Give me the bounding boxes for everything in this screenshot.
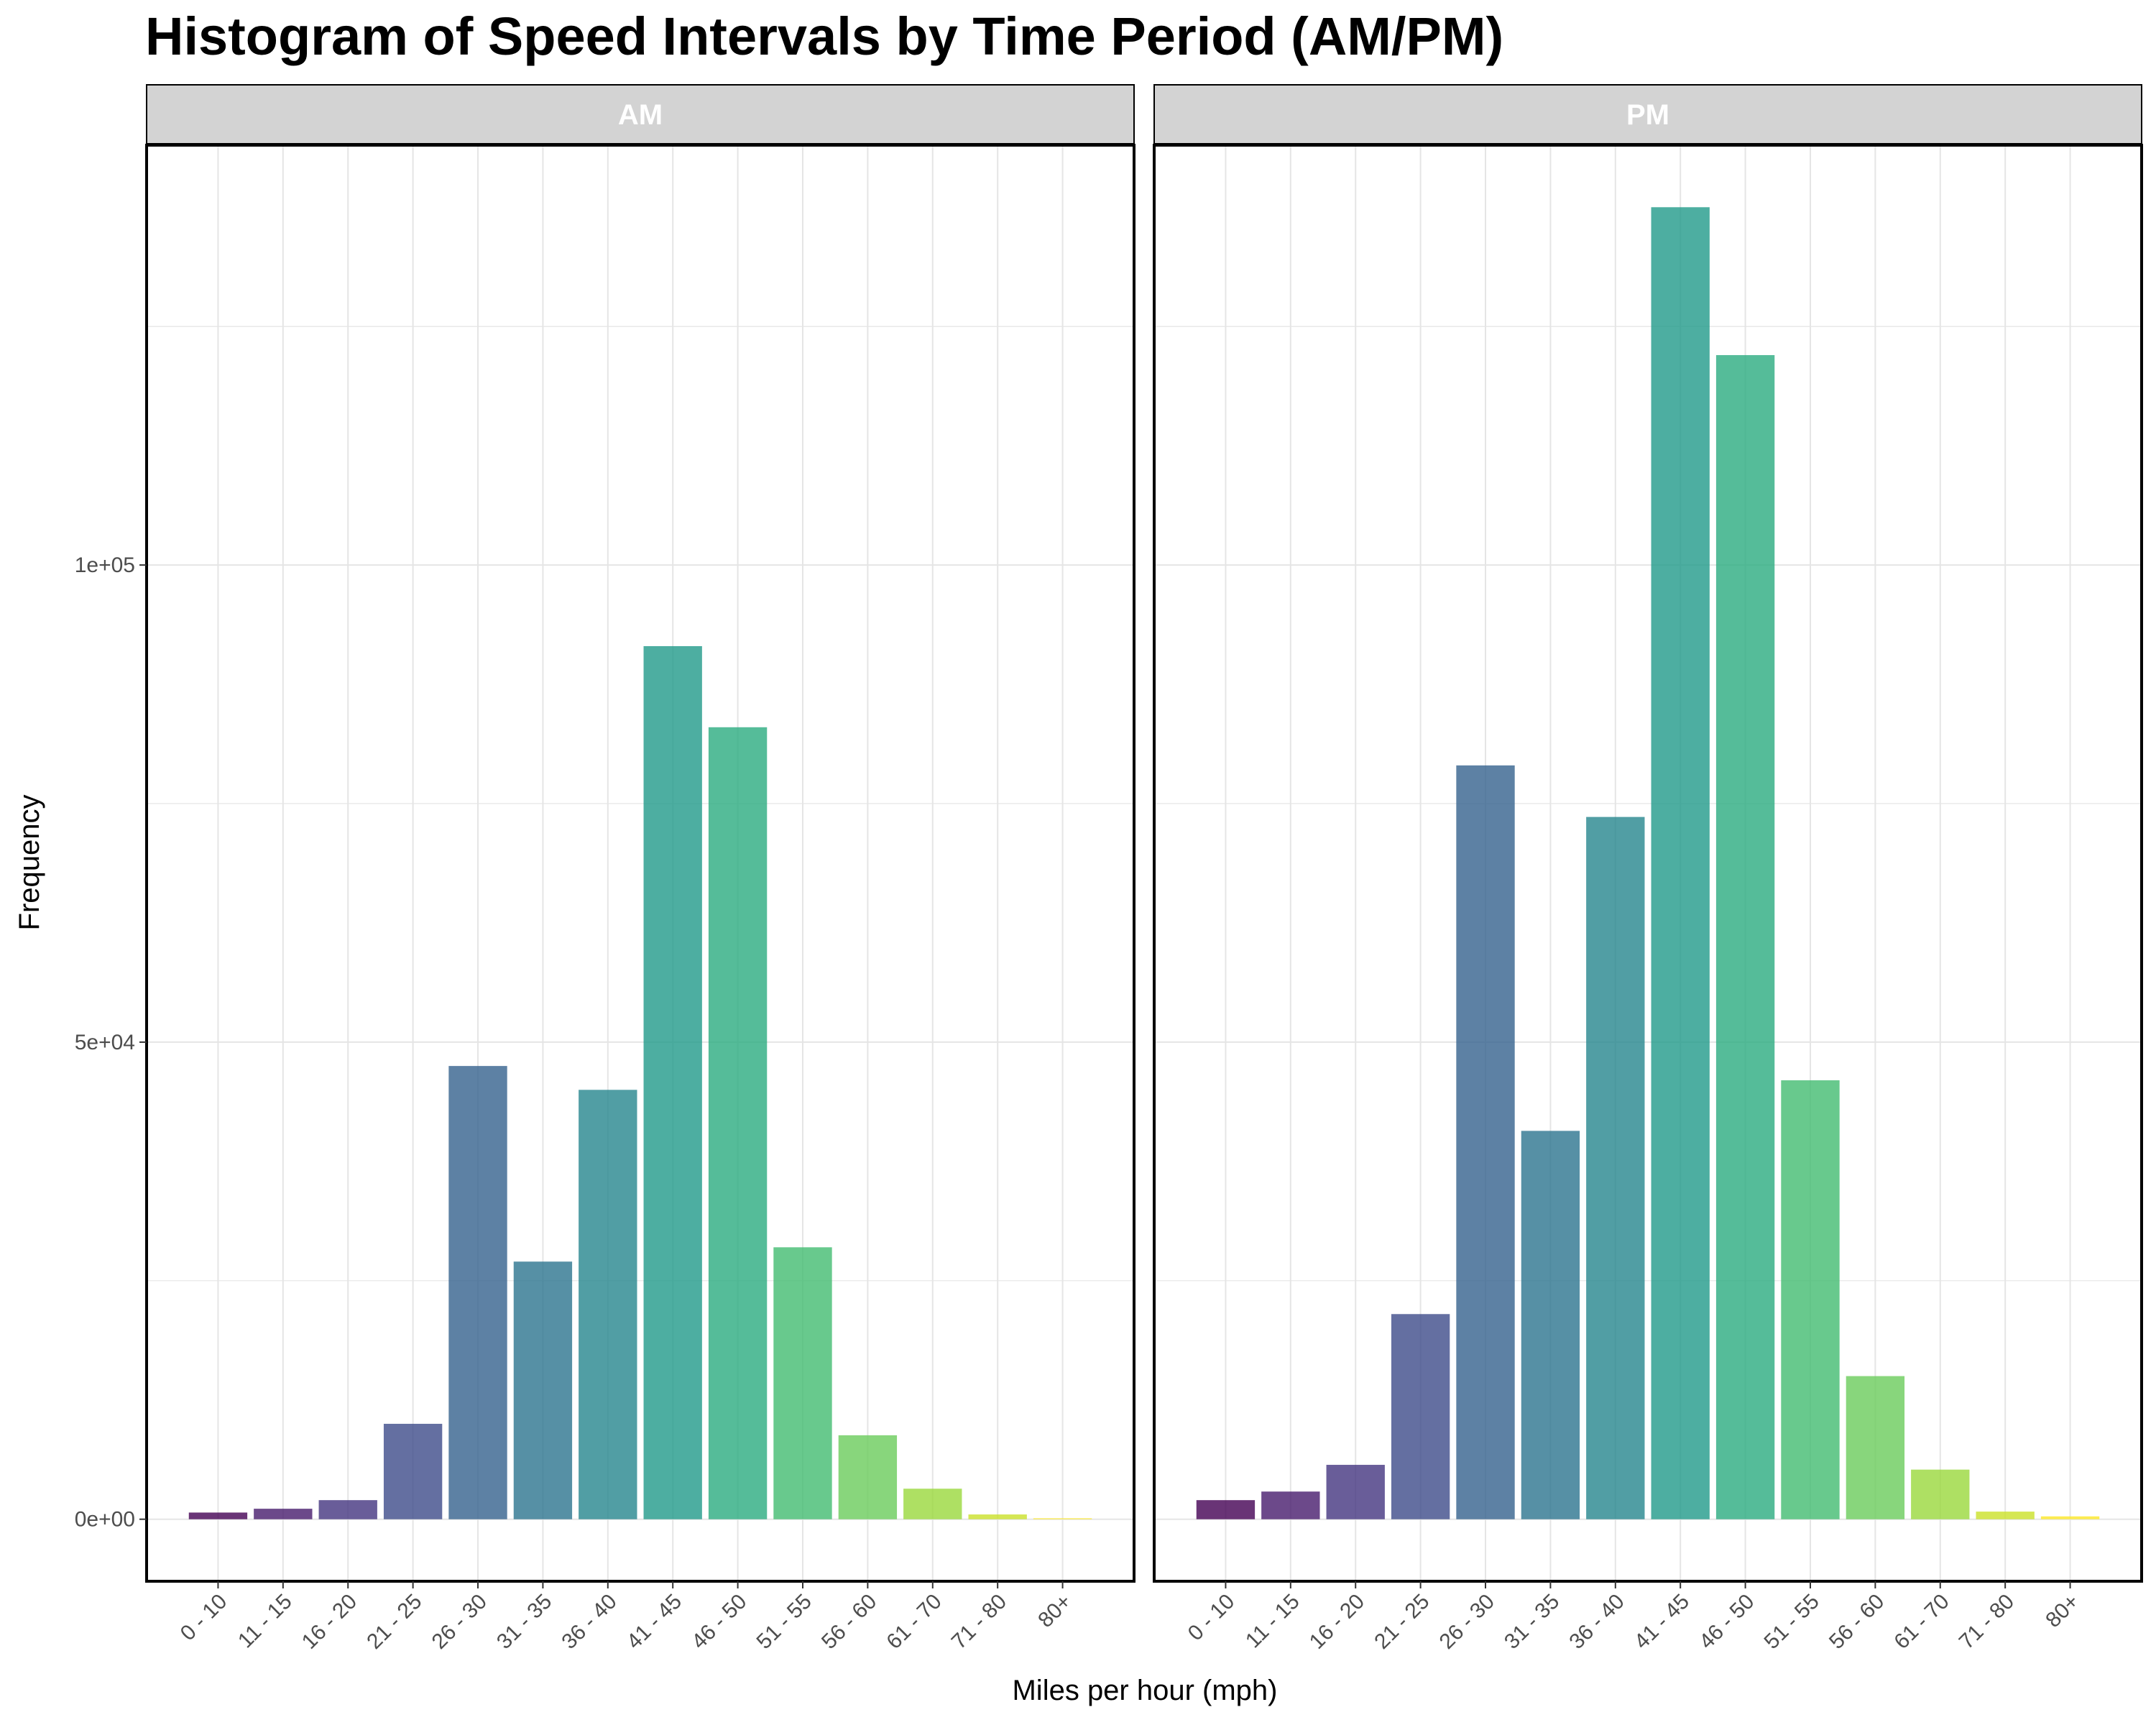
bar-am-12 xyxy=(968,1514,1027,1519)
bar-pm-8 xyxy=(1715,355,1775,1519)
x-tick-label: 56 - 60 xyxy=(817,1590,881,1654)
x-tick-label: 61 - 70 xyxy=(1889,1590,1953,1654)
panel-pm: PM 0 - 10 11 - 15 16 - 20 21 - 25 26 - 30 31 -… xyxy=(1153,84,2143,1654)
x-tick-label: 0 - 10 xyxy=(176,1590,232,1646)
y-tick-label: 1e+05 xyxy=(75,553,135,577)
x-tick-label: 31 - 35 xyxy=(492,1590,556,1654)
panel-am: AM 0 - 10 11 - 15 16 - 20 21 - 25 26 - 30 31 -… xyxy=(75,84,1135,1654)
x-tick-label: 51 - 55 xyxy=(1760,1590,1824,1654)
bar-pm-2 xyxy=(1326,1465,1385,1519)
chart-title: Histogram of Speed Intervals by Time Per… xyxy=(145,6,1504,66)
bar-am-5 xyxy=(513,1261,573,1519)
x-axis-label: Miles per hour (mph) xyxy=(1012,1675,1277,1706)
x-tick-label: 61 - 70 xyxy=(882,1590,946,1654)
bar-pm-11 xyxy=(1911,1469,1970,1519)
x-tick-label: 41 - 45 xyxy=(1630,1590,1694,1654)
bar-am-10 xyxy=(838,1435,898,1519)
bar-pm-3 xyxy=(1391,1314,1450,1519)
bar-pm-12 xyxy=(1976,1512,2035,1519)
x-tick-label: 26 - 30 xyxy=(1435,1590,1499,1654)
bar-am-8 xyxy=(708,727,768,1519)
x-tick-label: 46 - 50 xyxy=(687,1590,751,1654)
bar-am-1 xyxy=(254,1509,313,1519)
bar-pm-13 xyxy=(2040,1516,2100,1519)
bar-pm-9 xyxy=(1781,1080,1840,1519)
bar-am-7 xyxy=(643,645,702,1519)
x-tick-label: 16 - 20 xyxy=(1305,1590,1369,1654)
facet-label-pm: PM xyxy=(1626,99,1669,131)
x-tick-label: 80+ xyxy=(1033,1590,1076,1632)
bar-am-3 xyxy=(383,1423,443,1519)
bar-am-13 xyxy=(1033,1518,1092,1519)
bar-am-6 xyxy=(579,1090,637,1519)
x-tick-label: 26 - 30 xyxy=(428,1590,492,1654)
y-tick-label: 5e+04 xyxy=(75,1031,135,1054)
bar-pm-0 xyxy=(1196,1500,1256,1519)
facet-label-am: AM xyxy=(618,99,663,131)
bar-am-11 xyxy=(903,1489,962,1519)
x-tick-label: 21 - 25 xyxy=(362,1590,426,1654)
x-tick-label: 80+ xyxy=(2041,1590,2083,1632)
x-tick-label: 11 - 15 xyxy=(234,1590,297,1653)
panel-border-pm xyxy=(1153,144,2143,1583)
x-tick-label: 41 - 45 xyxy=(622,1590,686,1654)
facet-strip-pm xyxy=(1153,84,2142,144)
y-tick-label: 0e+00 xyxy=(75,1508,135,1532)
bar-am-4 xyxy=(448,1066,507,1519)
x-tick-label: 21 - 25 xyxy=(1370,1590,1434,1654)
x-tick-label: 51 - 55 xyxy=(752,1590,816,1654)
x-tick-label: 56 - 60 xyxy=(1825,1590,1889,1654)
x-tick-label: 0 - 10 xyxy=(1184,1590,1240,1646)
x-tick-label: 31 - 35 xyxy=(1500,1590,1564,1654)
x-tick-label: 46 - 50 xyxy=(1695,1590,1759,1654)
panel-border-am xyxy=(145,144,1135,1583)
x-tick-label: 36 - 40 xyxy=(557,1590,621,1654)
x-tick-label: 71 - 80 xyxy=(947,1590,1011,1654)
bar-pm-5 xyxy=(1521,1131,1580,1519)
bar-am-9 xyxy=(773,1247,832,1519)
y-axis-label: Frequency xyxy=(14,795,45,931)
bar-pm-10 xyxy=(1846,1376,1905,1519)
x-tick-label: 16 - 20 xyxy=(298,1590,361,1654)
facet-strip-am xyxy=(146,84,1135,144)
bar-am-0 xyxy=(188,1512,248,1519)
bar-am-2 xyxy=(318,1500,377,1519)
x-tick-label: 71 - 80 xyxy=(1955,1590,2019,1654)
bar-pm-4 xyxy=(1456,765,1515,1519)
bar-pm-1 xyxy=(1261,1491,1320,1519)
bar-pm-6 xyxy=(1586,816,1645,1519)
x-tick-label: 36 - 40 xyxy=(1565,1590,1628,1654)
x-tick-label: 11 - 15 xyxy=(1241,1590,1304,1653)
bar-pm-7 xyxy=(1651,207,1710,1519)
